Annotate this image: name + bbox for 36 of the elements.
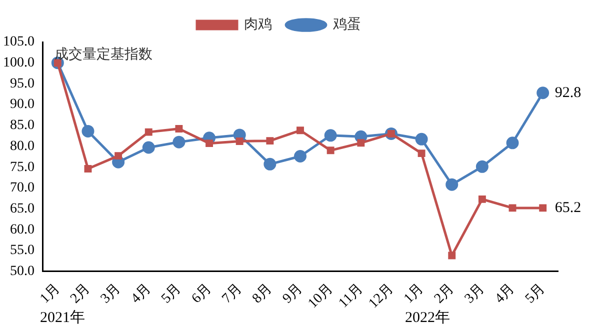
y-tick-label: 65.0: [10, 201, 34, 216]
x-tick-label: 1月: [402, 281, 427, 307]
x-tick-label: 2月: [68, 281, 94, 307]
x-tick-label: 1月: [38, 281, 64, 307]
x-tick-label: 4月: [492, 281, 518, 307]
x-tick-label: 7月: [220, 281, 246, 307]
y-tick-label: 80.0: [10, 138, 34, 154]
y-tick-label: 70.0: [10, 180, 34, 196]
x-tick-label: 3月: [98, 281, 124, 307]
y-tick-label: 50.0: [10, 264, 34, 279]
chart-title: 成交量定基指数: [54, 46, 152, 63]
y-tick-label: 95.0: [10, 76, 34, 92]
x-tick-label: 10月: [306, 281, 336, 312]
legend-label: 鸡蛋: [332, 16, 361, 33]
y-tick-label: 105.0: [3, 34, 34, 50]
x-tick-label: 11月: [336, 281, 366, 312]
data-label: 65.2: [554, 200, 582, 216]
text: 2021年: [40, 309, 85, 327]
x-tick-label: 2月: [432, 281, 458, 307]
x-tick-label: 8月: [250, 281, 276, 307]
y-tick-label: 60.0: [10, 222, 34, 238]
legend-label: 肉鸡: [244, 16, 272, 33]
x-tick-label: 9月: [280, 281, 306, 307]
x-tick-label: 3月: [462, 281, 488, 307]
y-tick-label: 90.0: [10, 97, 34, 112]
x-tick-label: 12月: [366, 281, 397, 312]
y-tick-label: 100.0: [3, 56, 34, 71]
y-tick-label: 85.0: [10, 118, 34, 134]
x-tick-label: 6月: [189, 281, 215, 307]
y-tick-label: 75.0: [10, 160, 34, 175]
data-label: 92.8: [554, 84, 582, 101]
x-tick-label: 5月: [522, 281, 548, 307]
y-tick-label: 55.0: [10, 243, 34, 258]
x-tick-label: 4月: [128, 281, 154, 307]
x-tick-label: 5月: [158, 281, 184, 307]
text: 2022年: [405, 309, 450, 327]
